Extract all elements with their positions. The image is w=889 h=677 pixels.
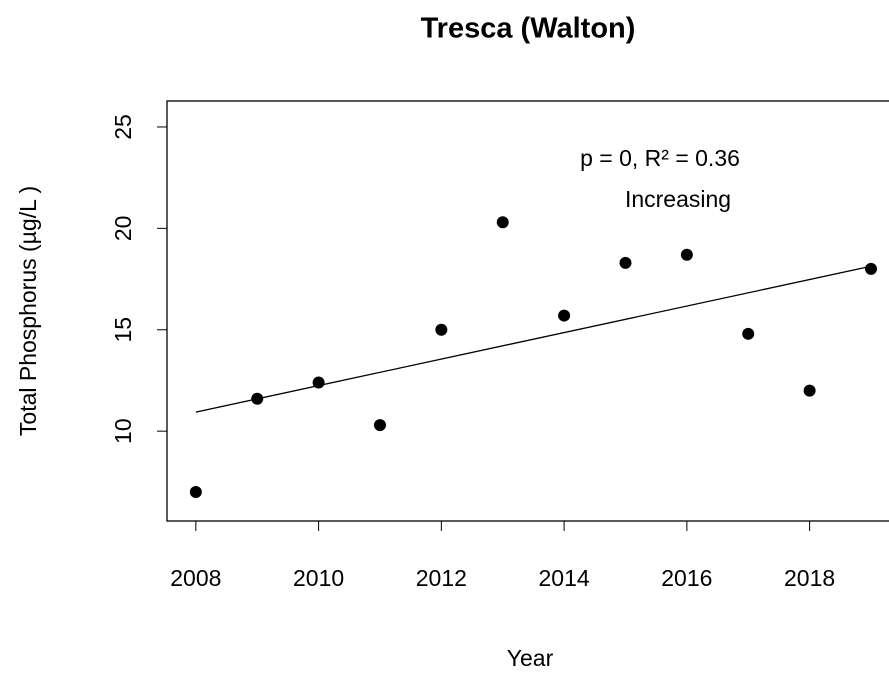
y-tick-label: 15 (110, 317, 136, 343)
point (558, 309, 571, 322)
point (742, 327, 755, 340)
x-tick-label: 2014 (539, 565, 590, 591)
trend-line (195, 265, 872, 413)
point (619, 256, 632, 269)
point (864, 262, 877, 275)
y-axis-label: Total Phosphorus (µg/L ) (15, 186, 41, 436)
x-axis-label: Year (507, 645, 554, 671)
x-tick-label: 2012 (416, 565, 467, 591)
point (373, 419, 386, 432)
annotation: Increasing (625, 186, 731, 212)
point (435, 323, 448, 336)
point (496, 216, 509, 229)
annotation: p = 0, R² = 0.36 (580, 145, 740, 171)
plot-frame (166, 100, 889, 522)
x-tick-label: 2008 (170, 565, 221, 591)
point (803, 384, 816, 397)
x-tick-label: 2010 (293, 565, 344, 591)
y-tick-label: 10 (110, 418, 136, 444)
point (680, 248, 693, 261)
x-tick-label: 2016 (661, 565, 712, 591)
y-tick-label: 20 (110, 216, 136, 242)
chart-title: Tresca (Walton) (421, 13, 636, 45)
x-tick-label: 2018 (784, 565, 835, 591)
y-tick-label: 25 (110, 114, 136, 140)
point (189, 485, 202, 498)
